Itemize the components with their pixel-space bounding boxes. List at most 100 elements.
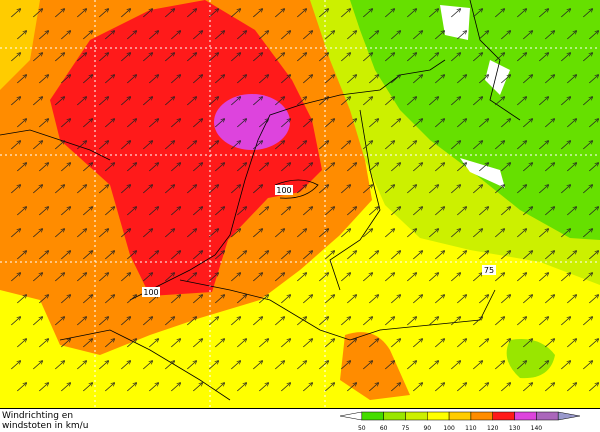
wind-arrow — [501, 31, 510, 40]
wind-arrow — [33, 97, 42, 106]
colorbar-swatch — [361, 411, 384, 421]
wind-arrow — [55, 9, 64, 18]
wind-arrow — [325, 119, 334, 128]
wind-arrow — [501, 251, 510, 260]
wind-arrow — [589, 119, 598, 128]
wind-arrow — [231, 185, 240, 194]
wind-arrow — [319, 97, 328, 106]
wind-arrow — [17, 207, 26, 216]
wind-arrow — [259, 119, 268, 128]
wind-arrow — [495, 317, 504, 326]
wind-arrow — [215, 251, 224, 260]
wind-arrow — [165, 9, 174, 18]
wind-arrow — [237, 251, 246, 260]
wind-arrow — [473, 229, 482, 238]
wind-arrow — [17, 251, 26, 260]
wind-arrow — [545, 119, 554, 128]
wind-arrow — [11, 141, 20, 150]
contour-labels: 100 100 75 — [142, 185, 496, 297]
wind-arrow — [281, 339, 290, 348]
wind-arrow — [297, 185, 306, 194]
wind-arrow — [99, 361, 108, 370]
wind-arrow — [385, 53, 394, 62]
wind-arrow — [319, 141, 328, 150]
wind-arrow — [385, 185, 394, 194]
wind-arrow — [517, 185, 526, 194]
wind-arrow — [171, 383, 180, 392]
wind-arrow — [347, 383, 356, 392]
wind-arrow — [121, 141, 130, 150]
wind-arrow — [363, 317, 372, 326]
wind-arrow — [407, 53, 416, 62]
wind-arrow — [429, 97, 438, 106]
wind-arrow — [589, 31, 598, 40]
wind-arrow — [347, 251, 356, 260]
wind-arrow — [363, 141, 372, 150]
wind-arrow — [253, 317, 262, 326]
wind-arrow — [303, 31, 312, 40]
wind-arrow — [479, 31, 488, 40]
wind-arrow — [143, 361, 152, 370]
wind-arrow — [325, 207, 334, 216]
wind-arrow — [33, 185, 42, 194]
wind-arrow — [325, 251, 334, 260]
wind-arrow — [479, 75, 488, 84]
wind-arrow — [435, 383, 444, 392]
wind-arrow — [39, 339, 48, 348]
wind-arrow — [545, 207, 554, 216]
wind-arrow — [369, 339, 378, 348]
wind-arrow — [545, 75, 554, 84]
wind-arrow — [341, 273, 350, 282]
wind-arrow — [319, 361, 328, 370]
wind-arrow — [369, 383, 378, 392]
wind-arrow — [259, 251, 268, 260]
wind-arrow — [171, 339, 180, 348]
wind-arrow — [281, 75, 290, 84]
wind-arrow — [545, 31, 554, 40]
wind-arrow — [83, 163, 92, 172]
wind-arrow — [495, 185, 504, 194]
wind-arrow — [55, 273, 64, 282]
wind-arrow — [369, 207, 378, 216]
wind-arrow — [413, 339, 422, 348]
wind-arrow — [479, 207, 488, 216]
wind-arrow — [457, 251, 466, 260]
wind-arrow — [501, 75, 510, 84]
wind-arrow — [187, 185, 196, 194]
wind-arrow — [237, 163, 246, 172]
wind-arrow — [143, 229, 152, 238]
coastline — [469, 0, 521, 121]
wind-arrow — [479, 295, 488, 304]
wind-arrow — [495, 53, 504, 62]
wind-arrow — [435, 119, 444, 128]
wind-arrow — [39, 207, 48, 216]
wind-arrow — [473, 317, 482, 326]
wind-arrow — [435, 251, 444, 260]
wind-arrow — [253, 9, 262, 18]
wind-arrow — [231, 229, 240, 238]
wind-arrow — [473, 53, 482, 62]
wind-arrow — [479, 339, 488, 348]
wind-arrow — [33, 229, 42, 238]
wind-arrow — [561, 229, 570, 238]
zone-red — [50, 0, 322, 296]
zone-magenta — [214, 94, 290, 150]
wind-arrow — [127, 383, 136, 392]
wind-arrow — [545, 383, 554, 392]
wind-arrow — [435, 31, 444, 40]
wind-arrow — [127, 31, 136, 40]
wind-arrow — [363, 53, 372, 62]
wind-arrow — [149, 207, 158, 216]
border — [329, 109, 381, 291]
wind-arrow — [253, 361, 262, 370]
wind-arrow — [407, 229, 416, 238]
wind-arrow — [121, 97, 130, 106]
wind-arrow — [215, 339, 224, 348]
wind-arrow — [187, 97, 196, 106]
wind-arrow — [83, 251, 92, 260]
wind-arrow — [297, 229, 306, 238]
zone-white — [460, 158, 505, 188]
wind-arrow — [121, 53, 130, 62]
wind-arrow — [523, 383, 532, 392]
wind-arrow — [33, 273, 42, 282]
